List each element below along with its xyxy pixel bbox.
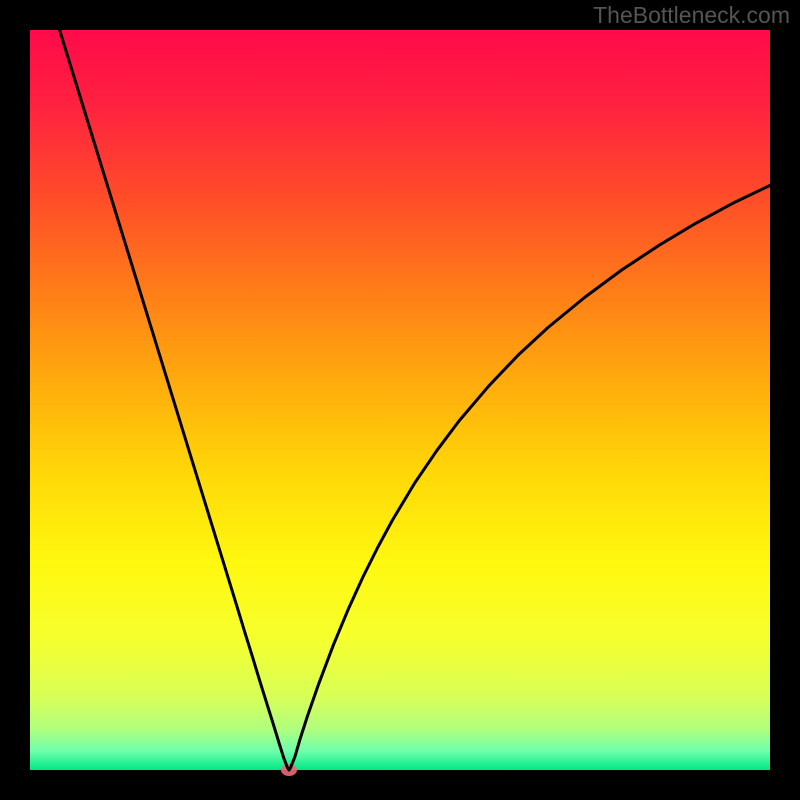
chart-background <box>30 30 770 770</box>
watermark-label: TheBottleneck.com <box>593 2 790 29</box>
bottleneck-curve-chart <box>0 0 800 800</box>
chart-stage: TheBottleneck.com <box>0 0 800 800</box>
